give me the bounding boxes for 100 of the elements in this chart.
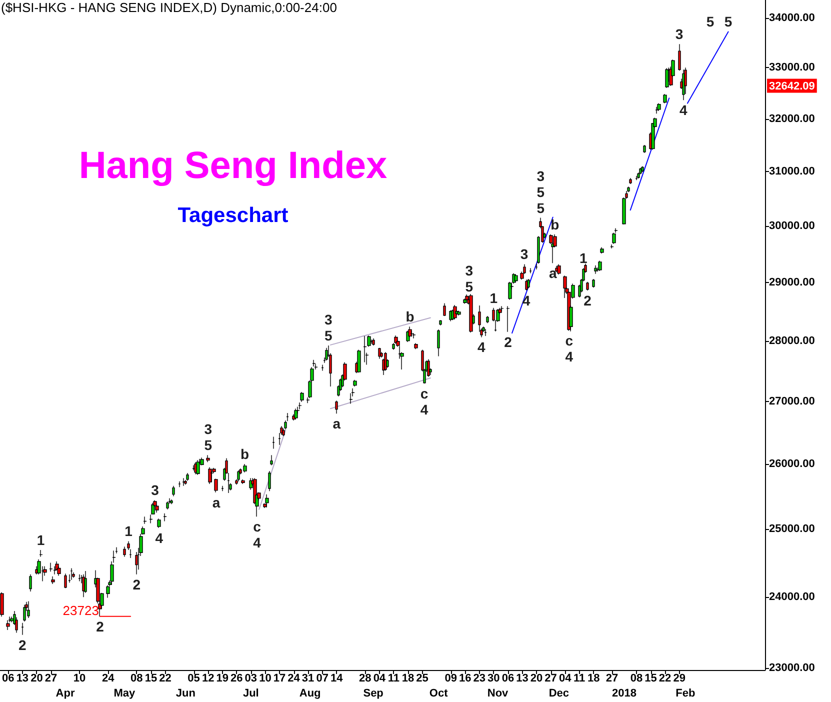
annotation: 5 xyxy=(465,278,474,294)
annotation: 3 xyxy=(675,26,684,42)
annotation: c xyxy=(420,385,428,402)
y-tick-label: 27000.00 xyxy=(769,395,815,408)
annotation: 3 xyxy=(324,312,333,328)
annotation: ($HSI-HKG - HANG SENG INDEX,D) Dynamic,0:00-24:00 xyxy=(1,0,337,15)
x-tick-label: 05 xyxy=(188,672,200,684)
x2-tick-label: 2018 xyxy=(612,688,636,700)
y-tick-label: 30000.00 xyxy=(769,220,815,232)
y-tick-label: 32000.00 xyxy=(769,112,815,125)
x-tick-label: 22 xyxy=(159,672,172,684)
x-tick-label: 15 xyxy=(144,672,158,684)
x-tick-label: 26 xyxy=(230,672,243,684)
x-tick-label: 19 xyxy=(216,672,228,684)
x-tick-label: 16 xyxy=(458,672,472,684)
annotation: 5 xyxy=(724,14,732,30)
x-tick-label: 31 xyxy=(302,672,314,684)
annotation: c xyxy=(253,518,262,535)
x2-tick-label: Jul xyxy=(242,688,259,700)
x-tick-label: 30 xyxy=(488,672,500,684)
x-tick-label: 13 xyxy=(16,672,29,684)
annotation: 1 xyxy=(124,523,133,540)
x-tick-label: 27 xyxy=(544,672,557,684)
x-tick-label: 18 xyxy=(402,672,414,684)
x-tick-label: 03 xyxy=(244,672,258,684)
annotation: b xyxy=(550,216,560,232)
x-tick-label: 06 xyxy=(2,672,14,684)
annotation: 2 xyxy=(18,636,27,653)
annotation: 3 xyxy=(151,482,160,498)
y-tick-label: 31000.00 xyxy=(769,166,815,178)
annotation: 3 xyxy=(465,262,474,278)
x-tick-label: 17 xyxy=(273,672,286,684)
x-tick-label: 28 xyxy=(359,672,372,684)
annotation: 3 xyxy=(204,421,212,438)
x-tick-label: 06 xyxy=(502,672,514,684)
annotation: 2 xyxy=(132,576,141,592)
annotation: a xyxy=(212,494,220,510)
y-tick-label: 29000.00 xyxy=(769,276,815,288)
x-tick-label: 10 xyxy=(73,672,86,684)
y-tick-label: 23000.00 xyxy=(769,662,815,674)
x-tick-label: 04 xyxy=(558,672,572,684)
annotation: 1 xyxy=(580,250,588,266)
x-tick-label: 27 xyxy=(44,672,58,684)
x-tick-label: 27 xyxy=(606,672,618,684)
annotation: 5 xyxy=(706,14,714,30)
x-tick-label: 09 xyxy=(444,672,457,684)
annotation: 4 xyxy=(680,102,688,118)
x-tick-label: 24 xyxy=(288,672,301,684)
annotation: 4 xyxy=(565,348,574,365)
x-tick-label: 11 xyxy=(388,672,400,684)
series-label: 23723 xyxy=(62,602,99,618)
y-tick-label: 26000.00 xyxy=(769,458,815,470)
annotation: 1 xyxy=(490,290,498,306)
y-tick-label: 24000.00 xyxy=(769,591,815,604)
annotation: 4 xyxy=(478,339,486,356)
x-tick-label: 11 xyxy=(574,672,586,684)
x-tick-label: 13 xyxy=(516,672,528,684)
x-tick-label: 07 xyxy=(316,672,328,684)
y-tick-label: 32642.09 xyxy=(769,80,815,92)
annotation: 5 xyxy=(204,437,212,454)
x-tick-label: 08 xyxy=(130,672,143,684)
annotation: 4 xyxy=(253,534,262,551)
annotation: 3 xyxy=(520,246,528,262)
annotation: 2 xyxy=(504,334,512,350)
x-tick-label: 15 xyxy=(644,672,657,684)
x2-tick-label: May xyxy=(114,688,136,700)
text: Tageschart xyxy=(178,204,288,227)
annotation: c xyxy=(565,332,574,349)
y-tick-label: 33000.00 xyxy=(769,62,815,74)
annotation: b xyxy=(240,446,250,462)
annotation: 4 xyxy=(420,401,428,418)
annotation: 3 xyxy=(536,168,545,184)
x2-tick-label: Feb xyxy=(676,688,696,700)
x2-tick-label: Dec xyxy=(548,688,570,700)
annotation: 5 xyxy=(536,200,545,216)
x-tick-label: 10 xyxy=(259,672,272,684)
annotation: 2 xyxy=(584,292,592,308)
x-tick-label: 24 xyxy=(102,672,116,684)
x-tick-label: 12 xyxy=(202,672,214,684)
x2-tick-label: Jun xyxy=(176,688,196,700)
x-tick-label: 20 xyxy=(530,672,543,684)
x-tick-label: 20 xyxy=(30,672,43,684)
annotation: 2 xyxy=(96,618,104,634)
annotation: 4 xyxy=(155,530,164,546)
annotation: b xyxy=(406,308,414,325)
y-tick-label: 34000.00 xyxy=(769,12,815,24)
annotation: a xyxy=(548,265,557,282)
x-tick-label: 14 xyxy=(330,672,344,684)
x-tick-label: 23 xyxy=(473,672,486,684)
x2-tick-label: Aug xyxy=(299,688,321,700)
y-tick-label: 25000.00 xyxy=(769,523,815,536)
x-tick-label: 08 xyxy=(630,672,643,684)
y-tick-label: 28000.00 xyxy=(769,334,815,347)
x-tick-label: 22 xyxy=(658,672,672,684)
annotation: a xyxy=(332,416,341,432)
x-tick-label: 18 xyxy=(588,672,600,684)
x-tick-label: 25 xyxy=(416,672,428,684)
x2-tick-label: Oct xyxy=(429,688,448,700)
x-tick-label: 04 xyxy=(373,672,386,684)
annotation: 1 xyxy=(36,532,45,548)
